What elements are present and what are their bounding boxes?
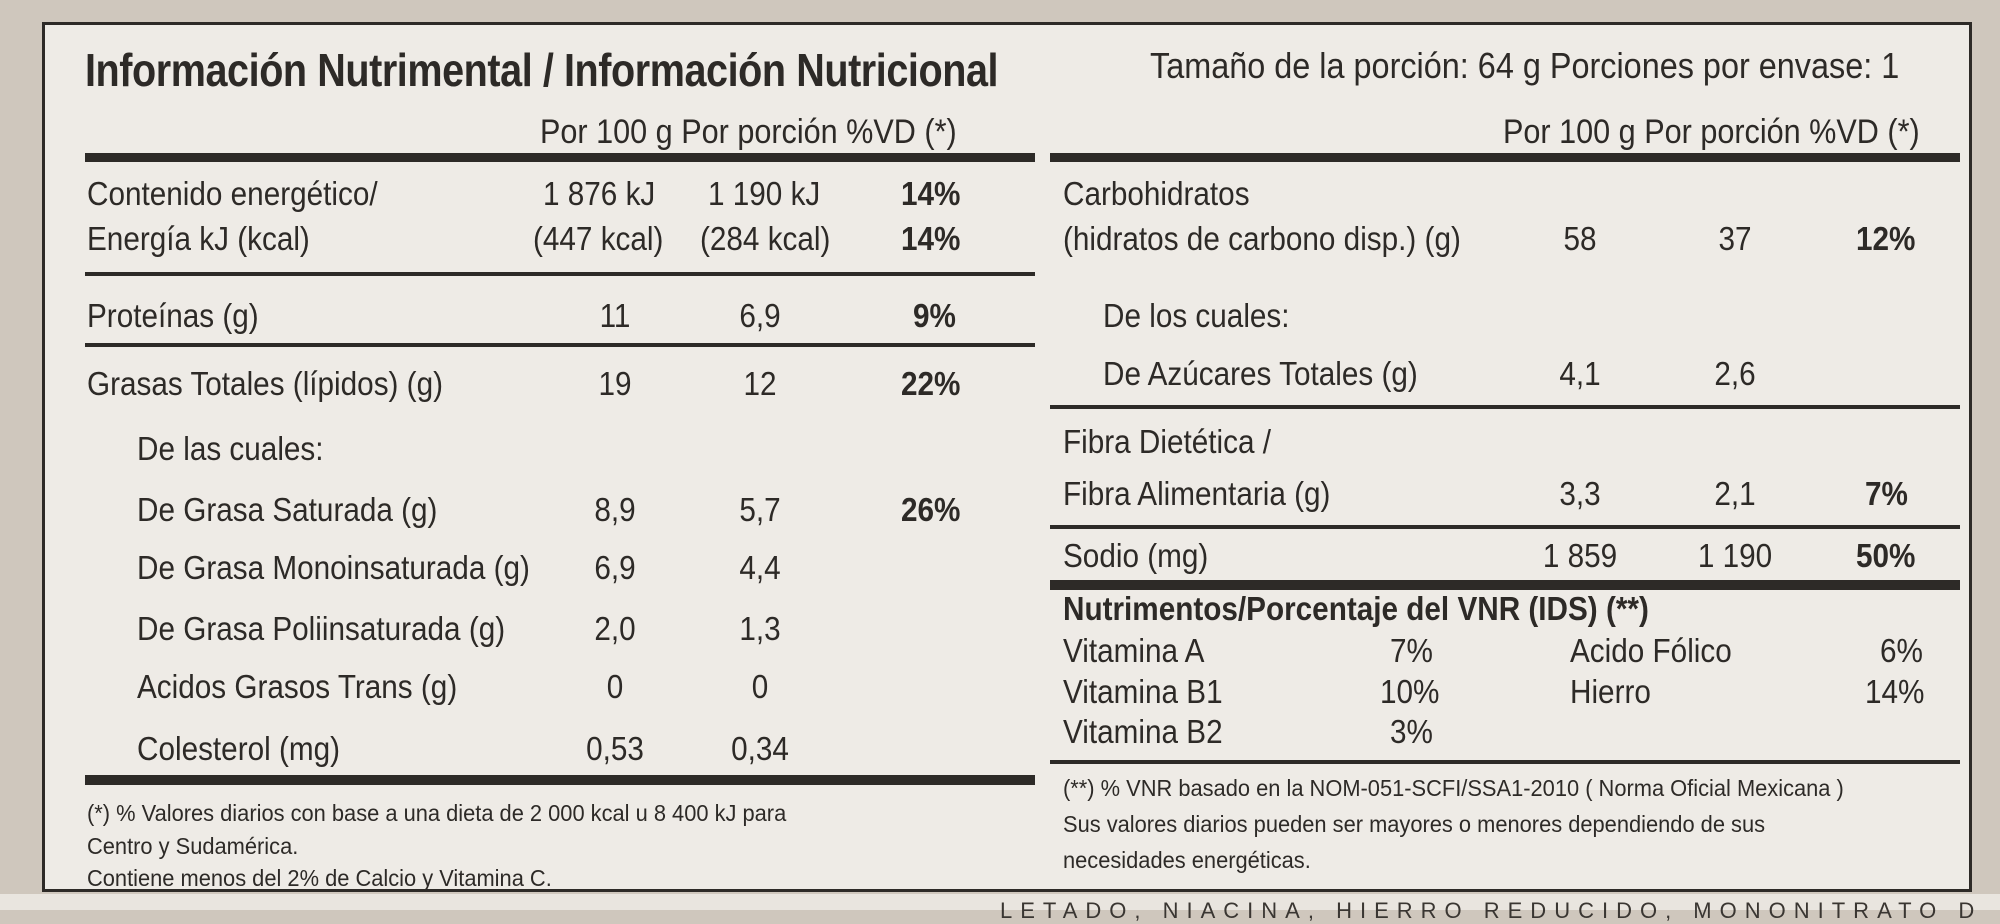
nutrition-panel: Información Nutrimental / Información Nu… — [42, 22, 1972, 892]
carbs-portion: 37 — [1718, 220, 1752, 257]
trans-fat-portion: 0 — [751, 668, 769, 705]
sat-fat-label: De Grasa Saturada (g) — [137, 491, 438, 528]
vitamin-b2-value: 3% — [1390, 713, 1433, 750]
fiber-rule — [1050, 525, 1960, 529]
fiber-vd: 7% — [1865, 475, 1908, 512]
carbs-label-2: (hidratos de carbono disp.) (g) — [1063, 220, 1461, 257]
sodium-per100: 1 859 — [1542, 537, 1618, 574]
sodium-portion: 1 190 — [1697, 537, 1773, 574]
carbs-vd: 12% — [1856, 220, 1916, 257]
poly-fat-label: De Grasa Poliinsaturada (g) — [137, 610, 506, 647]
trans-fat-per100: 0 — [606, 668, 624, 705]
folic-acid-value: 6% — [1880, 632, 1923, 669]
fiber-portion: 2,1 — [1714, 475, 1756, 512]
bottom-strip — [0, 894, 2000, 910]
fiber-per100: 3,3 — [1559, 475, 1601, 512]
protein-label: Proteínas (g) — [87, 297, 259, 334]
carbs-label-1: Carbohidratos — [1063, 175, 1250, 212]
left-bottom-rule — [85, 775, 1035, 785]
left-header-rule — [85, 153, 1035, 162]
fiber-label-1: Fibra Dietética / — [1063, 423, 1271, 460]
vitamin-a-name: Vitamina A — [1063, 632, 1205, 669]
fat-vd: 22% — [901, 365, 961, 402]
protein-vd: 9% — [913, 297, 956, 334]
energy-portion-kj: 1 190 kJ — [708, 175, 821, 212]
vitamin-a-value: 7% — [1390, 632, 1433, 669]
right-header-rule — [1050, 153, 1960, 162]
vitamin-b1-name: Vitamina B1 — [1063, 673, 1223, 710]
sat-fat-portion: 5,7 — [739, 491, 781, 528]
sugar-per100: 4,1 — [1559, 355, 1601, 392]
folic-acid-name: Acido Fólico — [1570, 632, 1732, 669]
sodium-rule — [1050, 580, 1960, 590]
sugar-label: De Azúcares Totales (g) — [1103, 355, 1418, 392]
right-footnote-2: Sus valores diarios pueden ser mayores o… — [1063, 811, 1766, 837]
fat-per100: 19 — [598, 365, 632, 402]
fiber-label-2: Fibra Alimentaria (g) — [1063, 475, 1331, 512]
energy-portion-kcal: (284 kcal) — [700, 220, 831, 257]
panel-title: Información Nutrimental / Información Nu… — [85, 44, 999, 96]
mono-fat-per100: 6,9 — [594, 549, 636, 586]
cholesterol-portion: 0,34 — [731, 730, 789, 767]
right-footnote-1: (**) % VNR basado en la NOM-051-SCFI/SSA… — [1063, 775, 1844, 801]
sodium-vd: 50% — [1856, 537, 1916, 574]
poly-fat-per100: 2,0 — [594, 610, 636, 647]
poly-fat-portion: 1,3 — [739, 610, 781, 647]
vitamin-b2-name: Vitamina B2 — [1063, 713, 1223, 750]
energy-label-1: Contenido energético/ — [87, 175, 378, 212]
cholesterol-per100: 0,53 — [586, 730, 644, 767]
iron-name: Hierro — [1570, 673, 1651, 710]
energy-per100-kj: 1 876 kJ — [543, 175, 656, 212]
carb-sub-heading: De los cuales: — [1103, 297, 1290, 334]
vitamin-b1-value: 10% — [1380, 673, 1440, 710]
sugar-portion: 2,6 — [1714, 355, 1756, 392]
serving-info: Tamaño de la porción: 64 g Porciones por… — [1150, 45, 1900, 86]
vnr-heading: Nutrimentos/Porcentaje del VNR (IDS) (**… — [1063, 590, 1649, 627]
left-column-header: Por 100 g Por porción %VD (*) — [540, 113, 957, 151]
protein-portion: 6,9 — [739, 297, 781, 334]
protein-rule — [85, 343, 1035, 347]
mono-fat-portion: 4,4 — [739, 549, 781, 586]
left-footnote-2: Centro y Sudamérica. — [87, 833, 299, 859]
sat-fat-vd: 26% — [901, 491, 961, 528]
cholesterol-label: Colesterol (mg) — [137, 730, 341, 767]
vnr-rule — [1050, 760, 1960, 764]
energy-rule — [85, 272, 1035, 276]
fat-label: Grasas Totales (lípidos) (g) — [87, 365, 443, 402]
trans-fat-label: Acidos Grasos Trans (g) — [137, 668, 458, 705]
left-footnote-3: Contiene menos del 2% de Calcio y Vitami… — [87, 865, 552, 891]
right-footnote-3: necesidades energéticas. — [1063, 847, 1311, 873]
mono-fat-label: De Grasa Monoinsaturada (g) — [137, 549, 530, 586]
fat-sub-heading: De las cuales: — [137, 430, 324, 467]
energy-per100-kcal: (447 kcal) — [533, 220, 664, 257]
energy-label-2: Energía kJ (kcal) — [87, 220, 310, 257]
protein-per100: 11 — [599, 297, 631, 334]
iron-value: 14% — [1865, 673, 1925, 710]
sat-fat-per100: 8,9 — [594, 491, 636, 528]
fat-portion: 12 — [743, 365, 777, 402]
energy-vd-1: 14% — [901, 175, 961, 212]
ingredients-text-fragment: LETADO, NIACINA, HIERRO REDUCIDO, MONONI… — [1000, 898, 1980, 923]
sugar-rule — [1050, 405, 1960, 409]
carbs-per100: 58 — [1563, 220, 1597, 257]
left-footnote-1: (*) % Valores diarios con base a una die… — [87, 800, 787, 826]
energy-vd-2: 14% — [901, 220, 961, 257]
sodium-label: Sodio (mg) — [1063, 537, 1209, 574]
right-column-header: Por 100 g Por porción %VD (*) — [1503, 113, 1920, 151]
